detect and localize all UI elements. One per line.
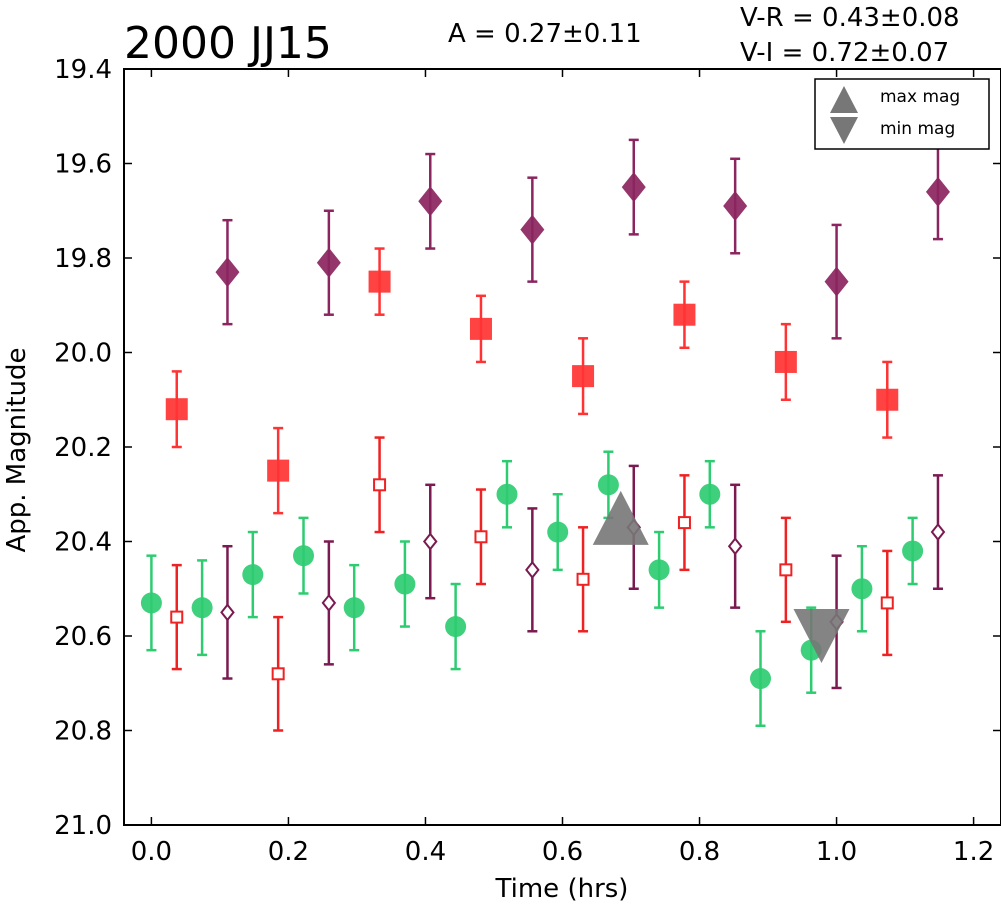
x-axis-label: Time (hrs): [495, 874, 629, 904]
square-filled-point: [267, 459, 290, 482]
circle-filled-point: [547, 521, 569, 543]
square-filled-point: [876, 388, 899, 411]
amplitude-annotation: A = 0.27±0.11: [448, 19, 642, 49]
diamond-filled-point: [723, 191, 748, 222]
square-filled-point: [165, 398, 188, 421]
square-open-point: [576, 572, 590, 586]
circle-filled-point: [242, 564, 264, 586]
legend: max mag min mag: [814, 78, 990, 150]
diamond-filled-point: [824, 266, 849, 297]
y-tick-label: 19.4: [54, 55, 112, 85]
legend-min-mag-marker: [830, 117, 858, 144]
y-tick-label: 20.6: [54, 622, 112, 652]
square-filled-point: [469, 317, 492, 340]
circle-filled-point: [140, 592, 162, 614]
y-tick-label: 20.0: [54, 339, 112, 369]
circle-filled-point: [191, 597, 213, 619]
y-tick-label: 20.4: [54, 528, 112, 558]
circle-filled-point: [851, 578, 873, 600]
diamond-open-point: [727, 537, 743, 556]
square-open-point: [373, 478, 387, 492]
circle-filled-point: [902, 540, 924, 562]
square-filled-point: [774, 350, 797, 373]
diamond-open-point: [525, 560, 540, 579]
v-r-annotation: V-R = 0.43±0.08: [740, 3, 960, 33]
circle-filled-point: [648, 559, 670, 581]
y-tick-label: 20.8: [54, 717, 112, 747]
square-filled-point: [368, 270, 391, 293]
y-tick-label: 20.2: [54, 433, 112, 463]
y-tick-label: 19.8: [54, 244, 112, 274]
diamond-open-point: [930, 522, 946, 542]
diamond-open-point: [220, 603, 235, 622]
square-open-point: [880, 596, 894, 610]
square-open-point: [677, 516, 691, 530]
x-tick-label: 0.0: [131, 837, 172, 867]
circle-filled-point: [496, 483, 518, 505]
min-mag-triangle: [793, 609, 850, 663]
x-tick-label: 1.0: [816, 837, 857, 867]
diamond-filled-point: [621, 172, 646, 203]
square-filled-point: [673, 303, 696, 326]
y-axis-label: App. Magnitude: [2, 347, 32, 552]
circle-filled-point: [750, 668, 772, 690]
y-tick-label: 21.0: [54, 811, 112, 841]
x-tick-label: 0.6: [542, 837, 583, 867]
circle-filled-point: [394, 573, 416, 595]
chart-title: 2000 JJ15: [124, 18, 332, 69]
square-open-point: [170, 610, 184, 624]
plot-area: [140, 138, 950, 732]
square-open-point: [271, 667, 285, 681]
diamond-open-point: [321, 593, 337, 613]
plot-frame: [123, 68, 1001, 826]
axis-ticks: 0.0 0.2 0.4 0.6 0.8 1.0 1.2 19.4 19.6 19.8 20.0 20.…: [54, 55, 1001, 867]
circle-filled-point: [699, 483, 721, 505]
diamond-filled-point: [418, 186, 443, 217]
diamond-filled-point: [520, 214, 545, 245]
square-open-point: [779, 563, 793, 577]
x-tick-label: 0.2: [268, 837, 309, 867]
legend-max-mag-label: max mag: [880, 87, 960, 107]
x-tick-label: 1.2: [953, 837, 994, 867]
circle-filled-point: [343, 597, 365, 619]
circle-filled-point: [597, 474, 619, 496]
x-tick-label: 0.4: [405, 837, 446, 867]
square-filled-point: [572, 365, 595, 388]
x-tick-label: 0.8: [679, 837, 720, 867]
circle-filled-point: [293, 545, 315, 567]
y-tick-label: 19.6: [54, 150, 112, 180]
circle-filled-point: [445, 616, 467, 638]
diamond-filled-point: [925, 176, 950, 207]
legend-min-mag-label: min mag: [880, 119, 955, 139]
v-i-annotation: V-I = 0.72±0.07: [740, 38, 949, 68]
legend-max-mag-marker: [830, 86, 858, 113]
diamond-open-point: [422, 532, 438, 551]
max-mag-triangle: [592, 490, 649, 545]
diamond-filled-point: [215, 257, 240, 288]
diamond-filled-point: [316, 247, 341, 278]
square-open-point: [474, 530, 488, 544]
